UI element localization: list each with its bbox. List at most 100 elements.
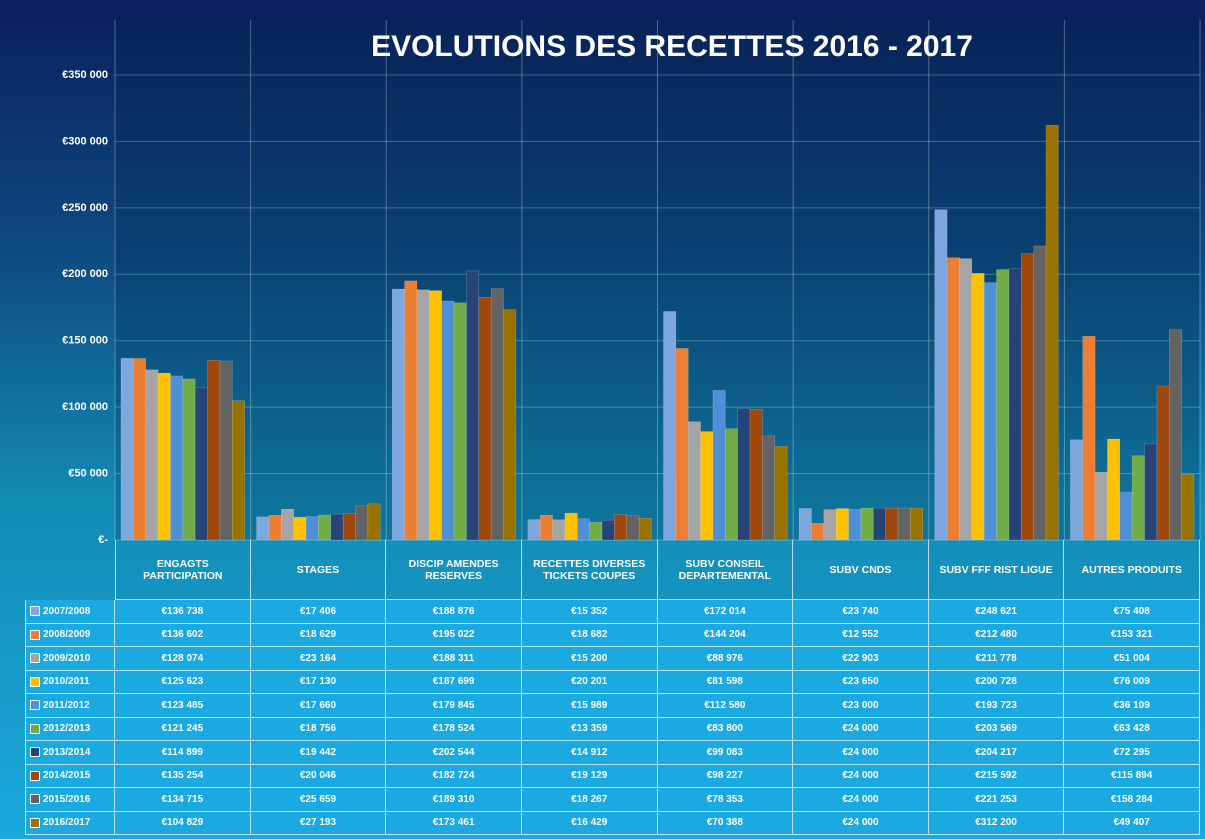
y-tick-label: €300 000 (62, 135, 108, 147)
data-label: €23 740 (793, 600, 929, 624)
x-tick-label: SUBV CNDS (793, 540, 929, 600)
bar (182, 378, 196, 541)
bar (626, 515, 640, 541)
data-label: €312 200 (928, 811, 1065, 835)
bar (330, 513, 344, 541)
data-label: €18 267 (521, 788, 658, 812)
legend-label: 2011/2012 (43, 699, 90, 711)
bar (219, 360, 233, 541)
data-label: €121 245 (115, 717, 251, 741)
x-tick-label: DISCIP AMENDES RESERVES (386, 540, 522, 600)
bar (737, 408, 751, 541)
legend-swatch (30, 794, 40, 805)
bar (367, 503, 381, 541)
legend-entry: 2014/2015 (25, 764, 115, 788)
data-label: €193 723 (928, 694, 1065, 718)
legend-swatch (30, 676, 40, 687)
data-label: €83 800 (657, 717, 794, 741)
legend-label: 2016/2017 (43, 817, 91, 829)
bar (1169, 329, 1182, 541)
data-label: €15 200 (521, 647, 658, 671)
bar (860, 507, 874, 541)
data-label: €134 715 (115, 788, 251, 812)
data-label: €76 009 (1064, 670, 1200, 694)
data-label: €178 524 (386, 717, 522, 741)
data-label: €24 000 (793, 788, 929, 812)
data-label: €188 311 (386, 647, 522, 671)
bar (1021, 253, 1034, 541)
y-tick-label: €- (98, 534, 108, 546)
bar (564, 512, 578, 541)
data-label: €98 227 (657, 764, 794, 788)
legend-swatch (30, 770, 40, 781)
bar (1094, 471, 1108, 541)
bar (1144, 443, 1158, 541)
bar (466, 270, 480, 541)
plot: EVOLUTIONS DES RECETTES 2016 - 2017 €- €5… (62, 20, 1200, 546)
bar (1070, 439, 1083, 541)
data-label: €15 989 (521, 694, 658, 718)
bar (1107, 438, 1121, 541)
data-label: €189 310 (386, 788, 522, 812)
data-label: €211 778 (928, 647, 1065, 671)
data-label: €24 000 (793, 811, 929, 835)
data-label: €212 480 (928, 623, 1065, 647)
bar (453, 302, 467, 541)
legend-entry: 2007/2008 (25, 600, 115, 624)
data-label: €18 682 (521, 623, 658, 647)
data-label: €72 295 (1064, 741, 1200, 765)
data-label: €135 254 (115, 764, 251, 788)
bar (318, 514, 332, 541)
bar (478, 296, 492, 541)
bar (798, 508, 812, 541)
chart-title: EVOLUTIONS DES RECETTES 2016 - 2017 (371, 30, 973, 63)
legend-entry: 2009/2010 (25, 647, 115, 671)
bar (1082, 336, 1096, 541)
data-label: €36 109 (1064, 694, 1200, 718)
bar (971, 273, 985, 541)
legend-entry: 2013/2014 (25, 741, 115, 765)
data-label: €22 903 (793, 647, 929, 671)
data-label: €128 074 (115, 647, 251, 671)
bar (429, 290, 442, 541)
bar (749, 409, 763, 541)
data-label: €179 845 (386, 694, 522, 718)
data-label: €14 912 (521, 741, 658, 765)
data-label: €125 623 (115, 670, 251, 694)
x-tick-label: SUBV FFF RIST LIGUE (928, 540, 1065, 600)
data-label: €88 976 (657, 647, 794, 671)
legend-label: 2014/2015 (43, 770, 91, 782)
data-label: €12 552 (793, 623, 929, 647)
y-tick-label: €350 000 (62, 69, 108, 81)
bar (527, 519, 541, 541)
bar (1119, 491, 1133, 541)
bar (170, 375, 184, 541)
bar (1008, 268, 1022, 541)
bar (256, 516, 270, 541)
bar (404, 280, 418, 541)
data-label: €99 083 (657, 741, 794, 765)
legend-label: 2010/2011 (43, 676, 90, 688)
bar (835, 508, 849, 541)
bar (811, 523, 825, 541)
data-label: €17 660 (250, 694, 387, 718)
legend-label: 2015/2016 (43, 793, 91, 805)
bar (663, 311, 677, 541)
bar (946, 257, 960, 541)
legend-label: 2013/2014 (43, 746, 91, 758)
bar (675, 348, 689, 541)
data-label: €248 621 (928, 600, 1065, 624)
bar (503, 309, 517, 541)
bar (1045, 124, 1059, 541)
data-label: €158 284 (1064, 788, 1200, 812)
legend-swatch (30, 606, 40, 617)
y-tick-label: €100 000 (62, 401, 108, 413)
data-label: €16 429 (521, 811, 658, 835)
data-label: €20 201 (521, 670, 658, 694)
bar (293, 516, 307, 541)
data-label: €27 193 (250, 811, 387, 835)
bar (1033, 245, 1047, 541)
data-label: €115 894 (1064, 764, 1200, 788)
bar (552, 519, 566, 541)
y-tick-label: €50 000 (68, 467, 108, 479)
